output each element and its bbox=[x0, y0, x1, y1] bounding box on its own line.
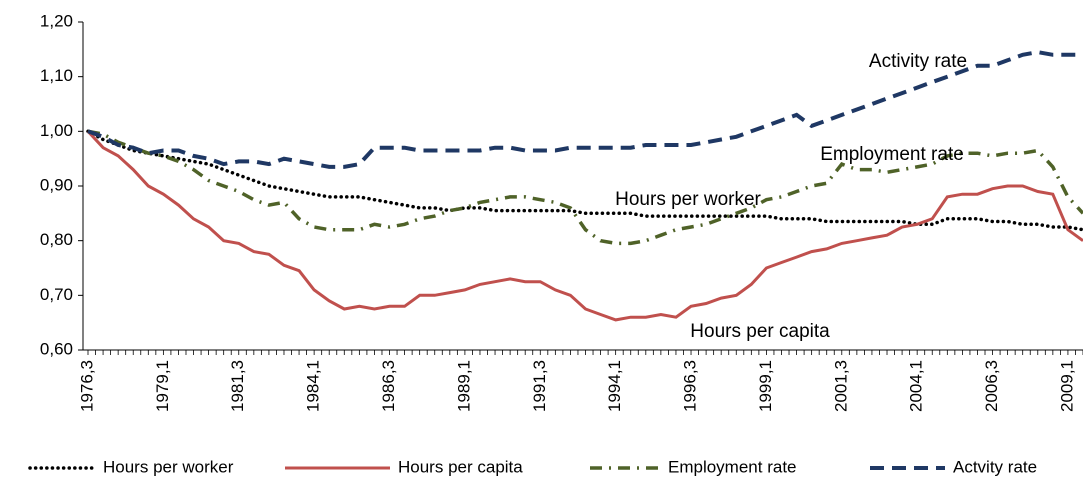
annotation: Employment rate bbox=[820, 144, 964, 165]
y-tick-label: 0,60 bbox=[40, 339, 73, 358]
x-tick-label: 1999,1 bbox=[756, 360, 775, 412]
y-tick-label: 1,10 bbox=[40, 66, 73, 85]
x-tick-label: 1989,1 bbox=[454, 360, 473, 412]
legend-label: Employment rate bbox=[668, 457, 797, 476]
line-series bbox=[86, 129, 1083, 232]
x-tick-label: 2004,1 bbox=[907, 360, 926, 412]
x-tick-label: 1984,1 bbox=[304, 360, 323, 412]
x-tick-label: 2001,3 bbox=[831, 360, 850, 412]
line-series bbox=[86, 130, 1083, 322]
x-tick-label: 1991,3 bbox=[530, 360, 549, 412]
x-tick-label: 1986,3 bbox=[379, 360, 398, 412]
legend-label: Hours per capita bbox=[398, 457, 523, 476]
x-tick-label: 1996,3 bbox=[681, 360, 700, 412]
annotation: Hours per worker bbox=[615, 189, 761, 210]
y-tick-label: 0,70 bbox=[40, 285, 73, 304]
x-tick-label: 1994,1 bbox=[605, 360, 624, 412]
x-tick-label: 1979,1 bbox=[153, 360, 172, 412]
legend-label: Actvity rate bbox=[953, 457, 1037, 476]
annotation: Hours per capita bbox=[690, 321, 830, 342]
line-series bbox=[87, 50, 1083, 169]
x-tick-label: 1976,3 bbox=[77, 360, 96, 412]
y-tick-label: 0,80 bbox=[40, 230, 73, 249]
x-tick-label: 2006,3 bbox=[982, 360, 1001, 412]
y-tick-label: 1,00 bbox=[40, 121, 73, 140]
legend-label: Hours per worker bbox=[103, 457, 234, 476]
line-series bbox=[87, 129, 1083, 246]
y-tick-label: 1,20 bbox=[40, 11, 73, 30]
x-tick-label: 1981,3 bbox=[228, 360, 247, 412]
x-tick-label: 2009,1 bbox=[1057, 360, 1076, 412]
y-tick-label: 0,90 bbox=[40, 175, 73, 194]
annotation: Activity rate bbox=[869, 51, 967, 72]
